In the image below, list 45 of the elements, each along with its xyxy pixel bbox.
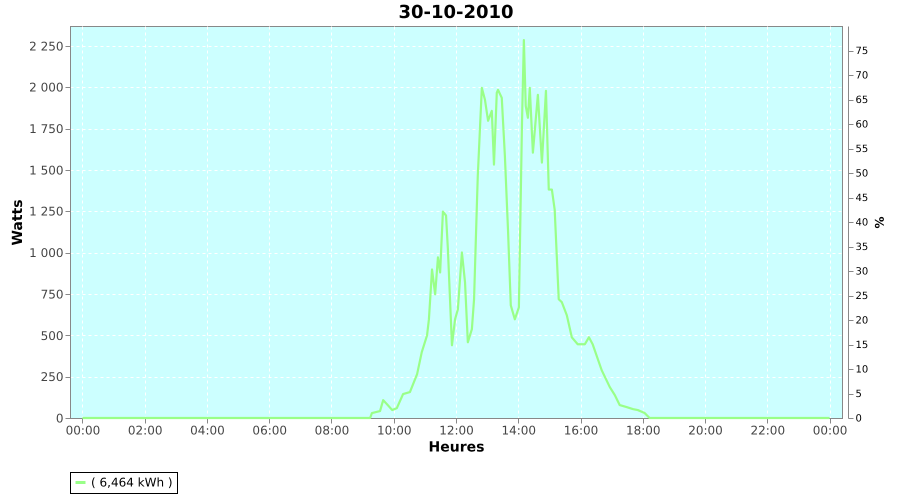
y-tick-label: 750 [40, 287, 64, 302]
y-tick-label: 1 750 [29, 122, 64, 136]
x-tick-label: 22:00 [750, 424, 786, 438]
x-tick-label: 14:00 [501, 424, 536, 438]
y-tick-label: 1 000 [29, 246, 64, 260]
y-tick-label: 0 [56, 412, 64, 426]
x-tick-label: 04:00 [190, 424, 225, 438]
y2-tick-label: 0 [856, 414, 862, 424]
y2-tick-label: 45 [856, 193, 868, 204]
x-tick-label: 00:00 [66, 424, 100, 438]
y-tick-label: 250 [40, 370, 64, 384]
x-axis-title: Heures [428, 440, 484, 456]
y2-tick-label: 50 [856, 168, 868, 180]
y2-axis-title: % [872, 216, 886, 229]
y2-tick-label: 35 [856, 242, 868, 253]
y-tick-label: 2 000 [29, 80, 64, 95]
y2-tick-label: 25 [856, 291, 868, 302]
line-series [81, 38, 831, 420]
x-tick-label: 10:00 [376, 424, 412, 438]
y2-tick-label: 40 [856, 218, 868, 228]
x-tick-label: 08:00 [314, 424, 350, 438]
y-tick-label: 500 [40, 328, 64, 343]
y2-tick-label: 20 [856, 316, 868, 326]
y-tick-label: 2 250 [29, 39, 64, 54]
y-tick-label: 1 250 [29, 204, 64, 219]
y2-tick-label: 10 [856, 364, 868, 376]
y2-tick-label: 15 [856, 340, 868, 351]
y2-tick-label: 65 [856, 95, 868, 106]
y-axis-title: Watts [10, 199, 26, 246]
x-tick-label: 20:00 [688, 424, 723, 438]
y2-tick-label: 60 [856, 120, 868, 130]
y2-tick-label: 55 [856, 144, 868, 155]
y2-tick-label: 75 [856, 46, 868, 57]
x-tick-label: 18:00 [626, 424, 661, 438]
chart-title: 30-10-2010 [398, 2, 514, 23]
x-tick-label: 12:00 [439, 424, 474, 438]
x-tick-label: 00:00 [812, 424, 848, 438]
x-tick-label: 16:00 [564, 424, 598, 438]
y2-tick-label: 5 [856, 389, 862, 400]
y2-tick-label: 30 [856, 266, 868, 278]
y-tick-label: 1 500 [29, 163, 64, 178]
x-tick-label: 02:00 [128, 424, 163, 438]
y2-tick-label: 70 [856, 70, 868, 82]
legend-label: ( 6,464 kWh ) [91, 476, 173, 490]
x-tick-label: 06:00 [252, 424, 288, 438]
